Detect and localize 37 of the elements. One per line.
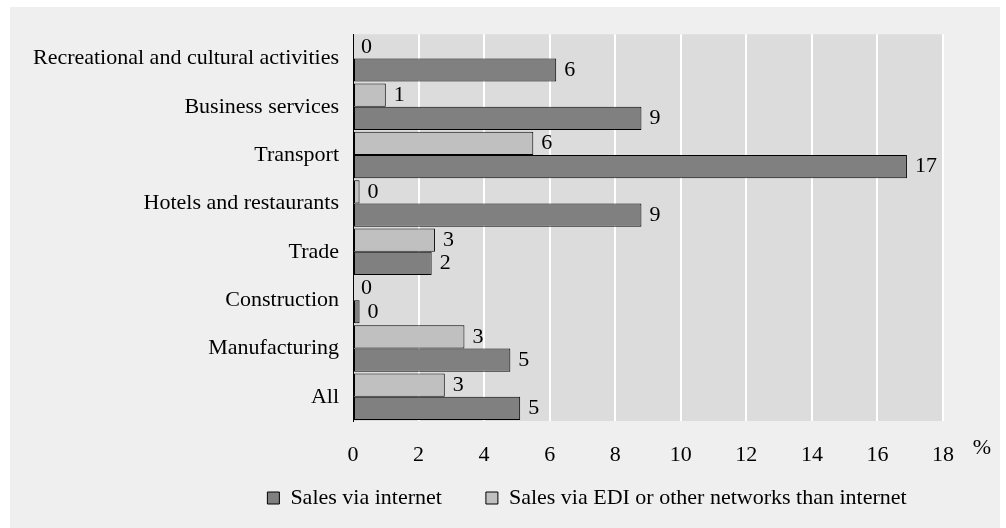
data-label: 6 bbox=[541, 129, 553, 155]
x-tick-label: 14 bbox=[800, 440, 823, 466]
legend-label: Sales via EDI or other networks than internet bbox=[508, 483, 907, 509]
data-label: 5 bbox=[518, 345, 530, 371]
data-label: 3 bbox=[442, 225, 454, 251]
y-tick-label: Transport bbox=[254, 140, 339, 166]
x-axis-title: % bbox=[972, 433, 992, 459]
data-label: 17 bbox=[914, 152, 937, 178]
data-label: 0 bbox=[367, 297, 379, 323]
x-tick-label: 18 bbox=[932, 440, 954, 466]
y-tick-label: Recreational and cultural activities bbox=[32, 44, 339, 70]
data-label: 9 bbox=[649, 200, 661, 226]
x-tick-label: 12 bbox=[735, 440, 758, 466]
x-tick-label: 2 bbox=[413, 440, 425, 466]
data-label: 2 bbox=[439, 249, 451, 275]
data-label: 5 bbox=[528, 394, 540, 420]
x-tick-label: 10 bbox=[669, 440, 692, 466]
data-label: 0 bbox=[361, 32, 372, 58]
data-label: 6 bbox=[564, 55, 576, 81]
x-tick-label: 8 bbox=[609, 440, 621, 466]
data-label: 1 bbox=[393, 80, 405, 106]
data-label: 3 bbox=[472, 322, 484, 348]
y-tick-label: Construction bbox=[225, 285, 339, 311]
legend-label: Sales via internet bbox=[290, 483, 442, 509]
data-label: 0 bbox=[367, 177, 379, 203]
x-tick-label: 4 bbox=[478, 440, 490, 466]
y-tick-label: Trade bbox=[288, 237, 339, 263]
x-tick-label: 6 bbox=[544, 440, 556, 466]
y-tick-label: Manufacturing bbox=[208, 334, 339, 360]
x-tick-label: 0 bbox=[347, 440, 359, 466]
y-tick-label: Business services bbox=[184, 92, 339, 118]
x-tick-label: 16 bbox=[866, 440, 889, 466]
data-label: 0 bbox=[361, 274, 372, 300]
data-label: 3 bbox=[452, 371, 464, 396]
data-label: 9 bbox=[649, 104, 661, 130]
y-tick-label: Hotels and restaurants bbox=[143, 189, 339, 215]
y-tick-label: All bbox=[310, 382, 339, 408]
